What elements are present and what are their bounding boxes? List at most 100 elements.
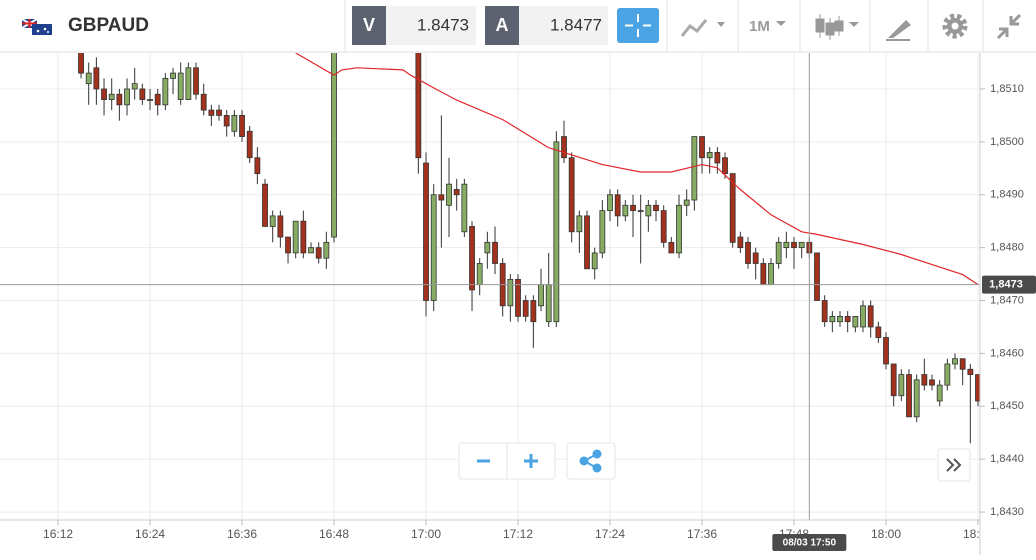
scroll-end-icon — [946, 458, 962, 472]
candle-body — [446, 183, 452, 206]
buy-box[interactable] — [519, 6, 608, 45]
sell-label: V — [363, 15, 375, 35]
crosshair-time-label: 08/03 17:50 — [783, 538, 837, 549]
candle-body — [101, 88, 107, 100]
x-tick-label: 16:24 — [135, 527, 165, 541]
candle-body — [867, 305, 874, 328]
crosshair-button[interactable] — [617, 8, 659, 43]
crosshair-icon — [625, 14, 651, 37]
y-tick-label: 1,8450 — [990, 400, 1024, 412]
candle-body — [561, 136, 567, 159]
candle-body — [607, 194, 613, 212]
x-tick-label: 17:00 — [411, 527, 441, 541]
candle-body — [668, 241, 675, 254]
candle-body — [814, 252, 820, 301]
toolbar-dividers — [344, 0, 984, 52]
candle-body — [262, 183, 268, 227]
candle-body — [929, 379, 935, 386]
candle-body — [292, 220, 299, 254]
candle-body — [93, 67, 100, 90]
y-tick-label: 1,8430 — [990, 506, 1024, 518]
candle-body — [676, 204, 682, 254]
candle-body — [768, 263, 774, 286]
x-tick-label: 16:36 — [227, 527, 257, 541]
crosshair-price-label: 1,8473 — [989, 279, 1023, 291]
y-tick-label: 1,8480 — [990, 242, 1024, 254]
y-tick-label: 1,8470 — [990, 294, 1024, 306]
candle-body — [844, 315, 851, 323]
x-tick-label: 17:36 — [687, 527, 717, 541]
candle-body — [783, 241, 790, 249]
candle-body — [975, 374, 980, 402]
candle-body — [952, 358, 958, 365]
candle-body — [729, 173, 736, 243]
candle-body — [584, 215, 590, 270]
candle-body — [660, 210, 667, 243]
y-tick-label: 1,8490 — [990, 189, 1024, 201]
candle-body — [139, 88, 146, 100]
candle-body — [277, 215, 284, 238]
candle-body — [239, 115, 245, 137]
candle-body — [568, 157, 575, 233]
candle-body — [775, 241, 782, 264]
candle-body — [507, 278, 514, 307]
candle-body — [714, 152, 721, 164]
candle-body — [461, 183, 468, 233]
settings-button[interactable] — [942, 13, 968, 39]
chart-type-button[interactable] — [680, 19, 725, 37]
y-tick-label: 1,8460 — [990, 347, 1024, 359]
x-tick-label: 16:48 — [319, 527, 349, 541]
zoom-in[interactable] — [524, 454, 538, 468]
x-tick-label: 17:24 — [595, 527, 625, 541]
candle-body — [798, 241, 805, 249]
candle-body — [246, 130, 253, 159]
candle-body — [300, 220, 307, 254]
candle-body — [415, 53, 422, 159]
sell-button[interactable] — [352, 6, 386, 45]
candle-body — [752, 252, 759, 264]
x-tick-label: 17:12 — [503, 527, 533, 541]
candle-body — [124, 88, 130, 106]
candle-body — [691, 136, 698, 201]
candle-body — [699, 136, 705, 159]
sell-box[interactable] — [386, 6, 476, 45]
header: GBPAUD V 1.8473 A 1.8477 1M — [0, 0, 1036, 53]
candle-body — [85, 72, 92, 85]
collapse-button[interactable] — [996, 13, 1022, 40]
candle-body — [898, 374, 905, 397]
candle-body — [630, 204, 636, 212]
axes: 16:12 16:24 16:36 16:48 17:00 17:12 17:24 17:36… — [0, 53, 1036, 555]
buy-price: 1.8477 — [550, 15, 602, 34]
candle-body — [315, 247, 322, 259]
candle-body — [883, 337, 889, 365]
candle-body — [170, 72, 176, 79]
candle-body — [706, 152, 713, 159]
candle-body — [829, 315, 836, 323]
y-axis-panel — [980, 53, 1036, 555]
flag — [21, 18, 52, 35]
y-tick-label: 1,8510 — [990, 83, 1024, 95]
candle-type-button[interactable] — [815, 14, 859, 40]
symbol: GBPAUD — [68, 15, 149, 36]
candle-body — [231, 115, 238, 132]
candle-body — [576, 215, 583, 233]
timeframe[interactable]: 1M — [749, 18, 770, 35]
candle-body — [177, 72, 184, 100]
drawing-button[interactable] — [886, 20, 911, 41]
candle-body — [162, 77, 169, 106]
share-button[interactable] — [566, 442, 616, 480]
candle-body — [637, 210, 644, 213]
candle-body — [921, 374, 928, 386]
candle-body — [423, 162, 429, 301]
candle-body — [216, 109, 222, 116]
candle-body — [476, 263, 483, 286]
candle-body — [522, 300, 529, 317]
x-tick-label: 18:00 — [871, 527, 901, 541]
y-tick-label: 1,8440 — [990, 453, 1024, 465]
candle-body — [530, 300, 537, 323]
candle-body — [553, 141, 560, 323]
candle-body — [614, 194, 621, 217]
buy-button[interactable] — [485, 6, 519, 45]
share-icon — [579, 449, 602, 473]
candle-body — [269, 215, 276, 227]
